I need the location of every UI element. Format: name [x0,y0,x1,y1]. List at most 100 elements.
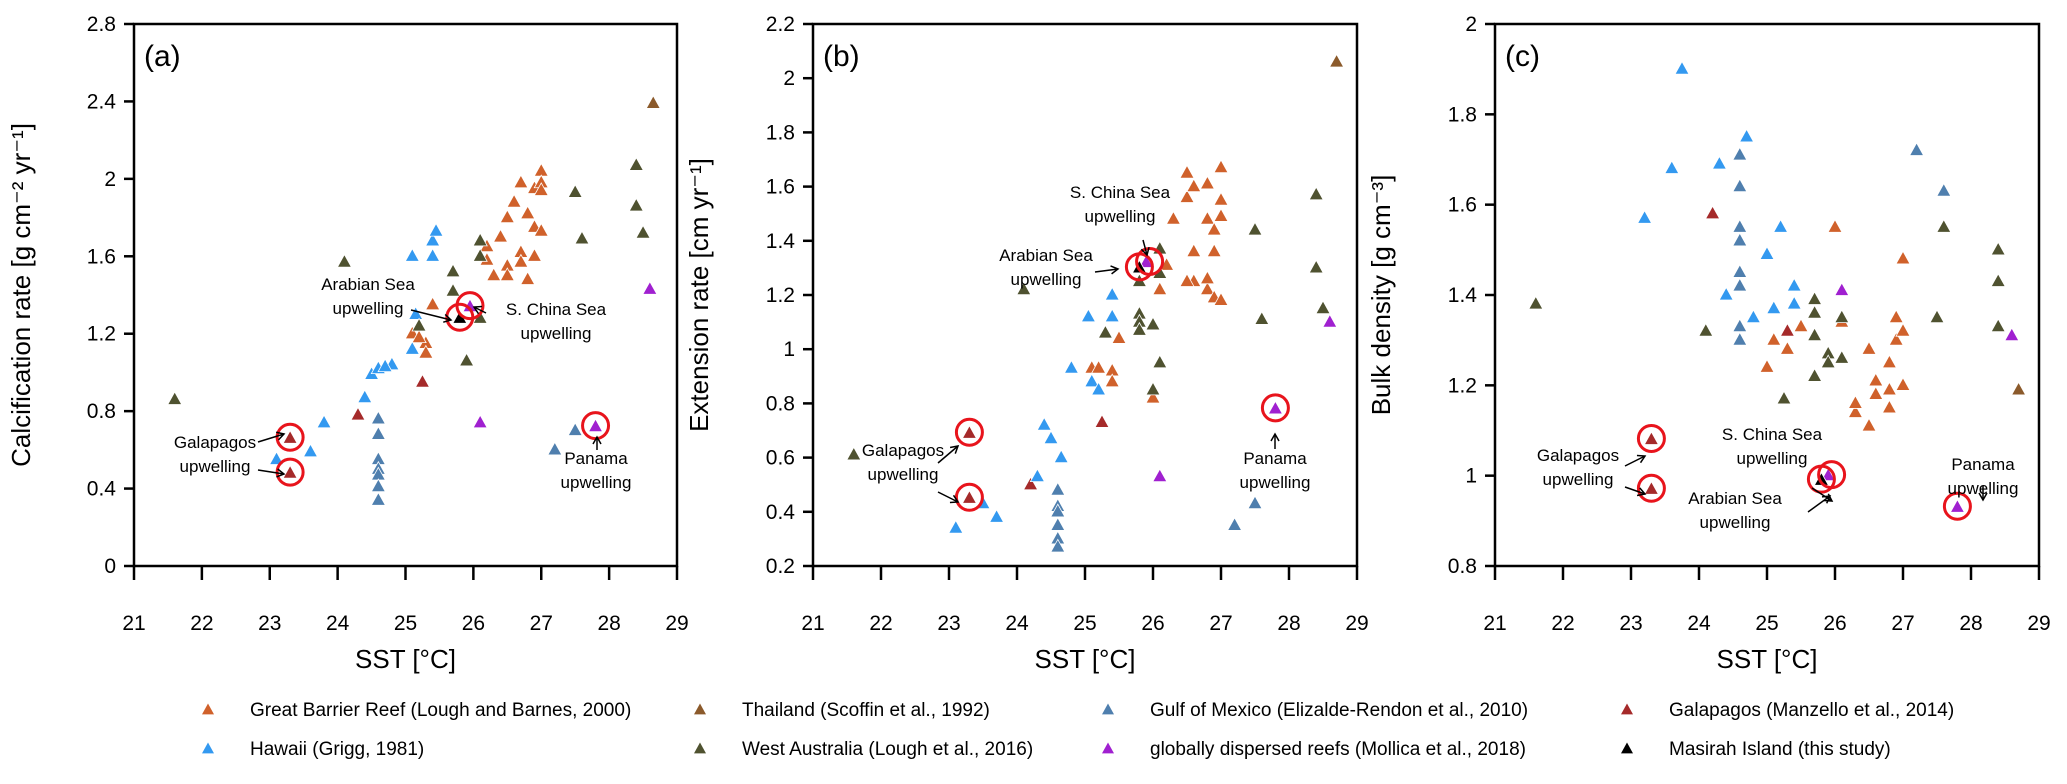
x-tick-label: 25 [1755,612,1778,635]
legend-item-thailand: Thailand (Scoffin et al., 1992) [694,700,990,721]
data-point-gbr [1793,318,1809,333]
data-point-hawaii [1772,218,1789,233]
data-point-gbr [1847,395,1864,409]
series-gom [370,410,583,506]
data-point-gom [1732,178,1748,193]
data-point-gbr [1895,322,1911,337]
x-tick-label: 26 [1823,612,1846,635]
data-point-gbr [1186,243,1202,258]
data-point-global [1820,467,1836,482]
data-point-hawaii [1759,245,1775,260]
annotation-text: upwelling [1085,207,1156,226]
data-point-galapagos [961,489,978,504]
data-point-global [472,414,488,429]
annotation-text: upwelling [333,299,404,318]
data-point-hawaii [1053,449,1069,464]
annotation-arrow [257,431,286,443]
data-point-gbr [1199,281,1216,296]
data-point-hawaii [1090,381,1107,396]
data-point-gom [1732,232,1748,247]
legend-item-masirah: Masirah Island (this study) [1621,739,1891,760]
data-point-wa [336,253,353,268]
x-tick-label: 28 [597,612,620,635]
data-point-gbr [1759,358,1775,373]
panel-label: (b) [823,40,860,73]
legend-label: Great Barrier Reef (Lough and Barnes, 20… [250,700,631,721]
x-tick-label: 21 [801,612,824,635]
data-point-hawaii [1063,359,1080,374]
y-tick-label: 2 [104,168,116,191]
y-tick-label: 0.4 [766,501,796,524]
data-point-wa [472,247,488,262]
panel-c: 0.8 1 1.2 1.4 1.6 1.8 2 21 22 23 24 25 26 27 28 29 SST [… [1366,13,2051,674]
data-point-gbr [1861,340,1877,355]
annotation-text: upwelling [521,324,592,343]
data-point-galapagos [1094,413,1110,428]
legend-marker-icon [202,742,214,754]
data-point-galapagos [1643,480,1660,495]
annotation-text: Galapagos [174,433,256,452]
highlight-circle [1817,460,1847,490]
legend-marker-icon [694,742,706,754]
panel-a: 0 0.4 0.8 1.2 1.6 2 2.4 2.8 21 22 23 24 25 26 27 28 29 SS… [6,13,689,674]
data-point-wa [1145,316,1161,331]
data-point-hawaii [1036,416,1052,431]
x-tick-label: 21 [122,612,145,635]
data-point-hawaii [316,414,332,429]
data-point-global [587,418,604,433]
legend-label: Thailand (Scoffin et al., 1992) [742,700,990,721]
data-point-wa [1308,186,1324,201]
data-point-wa [1929,309,1945,324]
data-point-gbr [1145,389,1161,404]
data-point-gom [1732,318,1748,333]
y-tick-label: 1.4 [766,230,796,253]
annotation-arrow [472,305,487,315]
data-point-gbr [1888,309,1904,324]
data-point-global [1152,468,1168,483]
legend-label: West Australia (Lough et al., 2016) [742,739,1033,760]
data-point-wa [1806,327,1823,342]
y-tick-label: 0.8 [1448,555,1477,578]
x-tick-label: 22 [1551,612,1574,635]
legend-item-wa: West Australia (Lough et al., 2016) [694,739,1033,760]
data-point-gbr [1213,191,1229,206]
y-tick-label: 1 [783,338,795,361]
data-point-hawaii [1711,155,1728,170]
legend: Great Barrier Reef (Lough and Barnes, 20… [202,700,1954,760]
data-point-hawaii [268,451,285,465]
data-point-wa [1990,241,2006,256]
data-point-gom [370,410,387,425]
panel-label: (a) [144,40,181,73]
data-point-wa [1990,318,2006,333]
data-point-gom [1050,503,1066,518]
legend-label: Gulf of Mexico (Elizalde-Rendon et al., … [1150,700,1528,721]
data-point-wa [1131,321,1148,336]
data-point-wa [567,184,583,198]
data-point-gbr [1861,417,1877,432]
annotation-text: upwelling [1543,470,1614,489]
x-tick-label: 29 [2027,612,2050,635]
data-point-gbr [1868,372,1884,387]
y-tick-label: 1.2 [766,284,795,307]
data-point-galapagos [1779,322,1796,337]
data-point-wa [1152,354,1168,369]
y-tick-label: 2.8 [87,13,116,36]
series-galapagos [1643,205,1796,495]
data-point-gbr [1179,189,1195,203]
data-point-gbr [533,162,549,177]
data-point-gbr [1111,329,1127,344]
data-point-wa [1820,354,1836,369]
data-point-gbr [1827,218,1843,233]
data-point-thailand [1328,53,1345,68]
data-point-hawaii [948,519,964,534]
data-point-hawaii [1104,308,1120,323]
data-point-hawaii [1745,309,1762,324]
data-point-gbr [424,296,441,311]
data-point-gbr [1186,178,1202,193]
data-point-galapagos [1643,431,1660,445]
data-point-gom [1936,182,1952,197]
data-point-hawaii [404,340,420,355]
series-gom [1050,481,1263,553]
y-tick-label: 1.2 [1448,374,1477,397]
